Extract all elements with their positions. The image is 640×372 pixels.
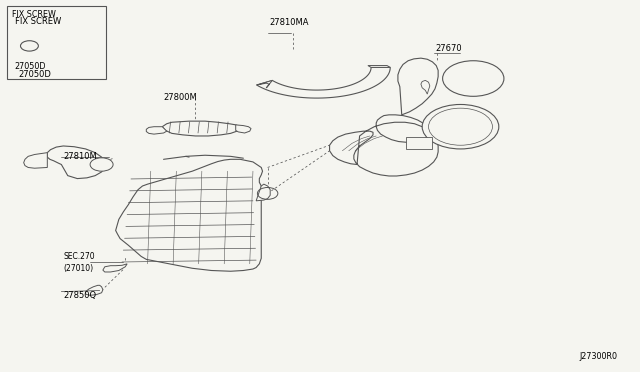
Polygon shape — [24, 153, 47, 168]
Text: 27800M: 27800M — [164, 93, 197, 102]
Polygon shape — [256, 184, 270, 201]
Text: 27810MA: 27810MA — [269, 19, 308, 28]
Text: SEC.270: SEC.270 — [63, 252, 95, 261]
Text: J27300R0: J27300R0 — [579, 352, 617, 361]
Text: 27050D: 27050D — [15, 62, 46, 71]
Polygon shape — [398, 58, 438, 115]
Polygon shape — [47, 146, 105, 179]
Polygon shape — [330, 115, 438, 176]
Polygon shape — [163, 121, 240, 136]
Polygon shape — [257, 80, 273, 88]
Polygon shape — [103, 264, 127, 272]
Circle shape — [90, 158, 113, 171]
Text: 27850Q: 27850Q — [63, 291, 97, 300]
Polygon shape — [257, 67, 390, 98]
Circle shape — [443, 61, 504, 96]
Text: FIX SCREW: FIX SCREW — [12, 10, 56, 19]
Polygon shape — [236, 125, 251, 133]
Polygon shape — [116, 159, 262, 271]
Text: 27810M: 27810M — [63, 152, 97, 161]
Polygon shape — [368, 65, 390, 67]
Bar — [7, 6, 106, 78]
Polygon shape — [147, 127, 167, 134]
Text: 27670: 27670 — [435, 44, 461, 53]
Circle shape — [422, 105, 499, 149]
Text: 27050D: 27050D — [19, 70, 51, 79]
Text: (27010): (27010) — [63, 264, 93, 273]
Text: FIX SCREW: FIX SCREW — [15, 17, 61, 26]
Bar — [406, 137, 432, 149]
Polygon shape — [421, 80, 430, 94]
Polygon shape — [86, 285, 103, 295]
